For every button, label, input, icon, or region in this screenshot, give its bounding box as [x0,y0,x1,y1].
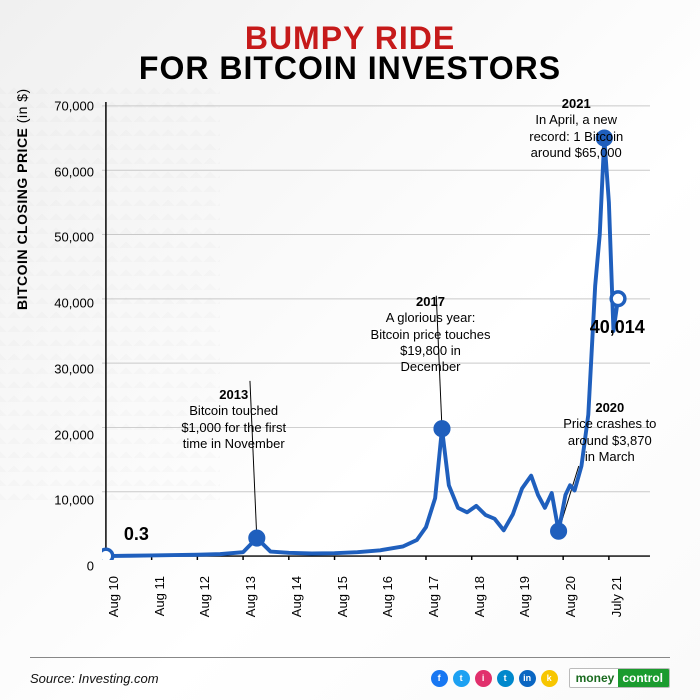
point-label: 40,014 [590,317,645,338]
social-icon[interactable]: t [453,670,470,687]
x-tick-label: Aug 20 [563,576,578,617]
social-icon[interactable]: i [475,670,492,687]
social-icon[interactable]: k [541,670,558,687]
y-tick-label: 50,000 [54,230,94,245]
y-tick-label: 20,000 [54,427,94,442]
y-tick-label: 70,000 [54,98,94,113]
line-chart: 010,00020,00030,00040,00050,00060,00070,… [102,102,650,570]
social-icon[interactable]: f [431,670,448,687]
y-tick-label: 30,000 [54,361,94,376]
x-tick-label: Aug 13 [243,576,258,617]
social-icons: ftitinkmoneycontrol [431,668,670,688]
source-text: Source: Investing.com [30,671,159,686]
x-tick-label: Aug 17 [426,576,441,617]
annotation: 2020Price crashes to around $3,870 in Ma… [562,400,657,465]
x-tick-label: Aug 16 [380,576,395,617]
chart-title: BUMPY RIDE FOR BITCOIN INVESTORS [30,22,670,84]
annotation: 2013Bitcoin touched $1,000 for the first… [179,387,289,452]
x-tick-label: Aug 18 [472,576,487,617]
y-tick-label: 40,000 [54,296,94,311]
annotation: 2017A glorious year: Bitcoin price touch… [371,294,491,375]
x-tick-label: July 21 [609,576,624,617]
y-tick-label: 0 [87,559,94,574]
brand-logo: moneycontrol [569,668,670,688]
y-axis-title: BITCOIN CLOSING PRICE (in $) [14,88,30,310]
x-tick-label: Aug 15 [335,576,350,617]
footer-divider [30,657,670,658]
y-tick-label: 10,000 [54,493,94,508]
y-tick-label: 60,000 [54,164,94,179]
point-label: 0.3 [124,524,149,545]
x-tick-label: Aug 14 [289,576,304,617]
title-line-2: FOR BITCOIN INVESTORS [30,52,670,84]
social-icon[interactable]: t [497,670,514,687]
x-tick-label: Aug 11 [152,576,167,616]
x-tick-label: Aug 10 [106,576,121,617]
x-tick-label: Aug 19 [517,576,532,617]
annotation: 2021In April, a new record: 1 Bitcoin ar… [521,96,631,161]
social-icon[interactable]: in [519,670,536,687]
x-tick-label: Aug 12 [197,576,212,617]
